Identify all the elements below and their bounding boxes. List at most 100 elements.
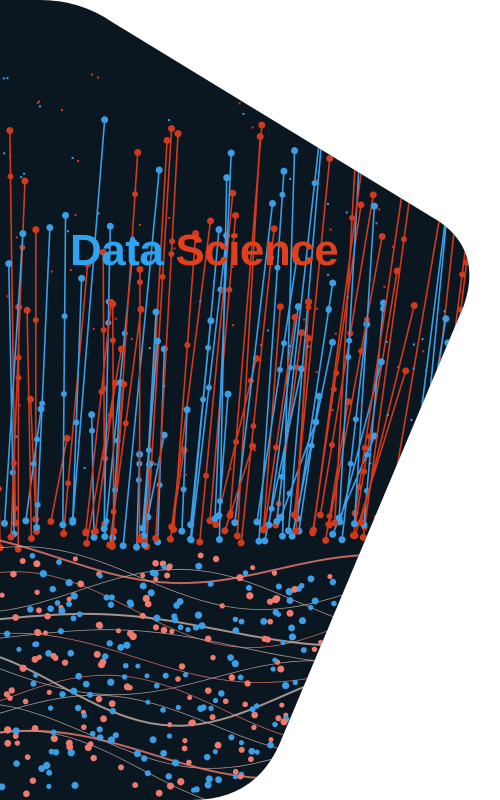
spike	[406, 411, 454, 533]
field-dot	[193, 786, 200, 793]
field-dot	[14, 740, 21, 746]
speck	[327, 273, 330, 276]
field-dot	[292, 679, 298, 686]
spike-dot	[293, 256, 301, 264]
spike-dot	[0, 485, 2, 492]
wave	[0, 656, 361, 727]
speck	[422, 350, 425, 353]
spike	[138, 269, 141, 541]
field-dot	[325, 643, 332, 650]
field-dot	[133, 750, 141, 758]
spike-dot	[400, 458, 407, 465]
spike-dot	[305, 298, 313, 306]
spike-dot	[377, 358, 385, 366]
spike-dot	[274, 264, 281, 271]
speck	[148, 346, 151, 349]
field-dot	[70, 615, 77, 622]
field-dot	[74, 704, 82, 712]
field-dot	[3, 726, 12, 734]
field-dot	[4, 739, 12, 747]
field-dot	[214, 741, 222, 749]
spike-dot	[253, 518, 261, 526]
field-dot	[275, 715, 282, 722]
field-dot	[34, 589, 40, 595]
spike-dot	[439, 194, 447, 202]
backdrop	[0, 0, 470, 800]
spike	[240, 228, 275, 543]
spike-dot	[212, 521, 220, 529]
field-dot	[254, 749, 260, 755]
speck	[251, 126, 254, 129]
spike-dot	[215, 227, 222, 234]
field-dot	[281, 681, 290, 690]
spike-dot	[448, 412, 455, 419]
field-dot	[72, 556, 78, 562]
field-dot	[84, 744, 92, 752]
field-dot	[187, 695, 193, 701]
field-dot	[106, 640, 113, 647]
spike-dot	[291, 147, 299, 155]
spike-dot	[347, 460, 354, 467]
field-dot	[176, 598, 184, 606]
field-dot	[285, 776, 292, 783]
spike-dot	[276, 303, 284, 311]
spike-dot	[30, 460, 37, 467]
field-dot	[238, 740, 245, 746]
decoration	[0, 73, 486, 800]
spike-dot	[174, 130, 182, 138]
spike-dot	[6, 127, 14, 135]
spike-dot	[109, 337, 116, 344]
field-dot	[140, 572, 146, 578]
headline-second: Science	[175, 226, 338, 275]
speck	[393, 115, 396, 118]
field-dot	[232, 768, 239, 775]
spike-dot	[84, 260, 92, 268]
field-dot	[54, 600, 61, 606]
field-dot	[31, 655, 39, 663]
speck	[253, 449, 256, 452]
spike-dot	[107, 299, 115, 307]
field-dot	[247, 756, 254, 763]
speck	[69, 268, 72, 271]
spike-dot	[419, 443, 426, 450]
spike	[26, 310, 33, 539]
field-dot	[3, 630, 11, 638]
spike-dot	[231, 519, 239, 527]
spike	[169, 450, 185, 540]
field-dot	[165, 565, 172, 571]
spike-dot	[373, 514, 381, 522]
spike	[71, 119, 106, 523]
spike-dot	[166, 535, 174, 543]
spike-dot	[378, 233, 386, 241]
spike-dot	[351, 532, 359, 540]
field-dot	[237, 773, 244, 780]
spike	[294, 338, 309, 516]
spike	[339, 361, 383, 523]
field-dot	[112, 732, 119, 739]
field-dot	[207, 580, 214, 587]
spike-dot	[168, 125, 176, 133]
spike	[85, 348, 123, 544]
spike	[341, 324, 368, 540]
wave	[0, 539, 361, 585]
speck	[231, 265, 234, 268]
spike-dot	[444, 339, 452, 347]
spike-dot	[233, 438, 240, 445]
spike	[287, 131, 324, 531]
spike-dot	[139, 524, 147, 532]
field-dot	[291, 586, 299, 593]
field-dot	[141, 755, 148, 762]
field-dot	[251, 711, 259, 719]
field-dot	[95, 695, 103, 703]
spike-dot	[338, 536, 346, 544]
spike-dot	[32, 515, 40, 523]
field-dot	[3, 691, 10, 698]
speck	[289, 344, 292, 347]
spike-dot	[479, 381, 486, 388]
spike-dot	[22, 517, 30, 525]
speck	[289, 177, 292, 180]
speck	[173, 247, 176, 250]
spike-dot	[163, 136, 171, 144]
field-dot	[126, 599, 134, 607]
